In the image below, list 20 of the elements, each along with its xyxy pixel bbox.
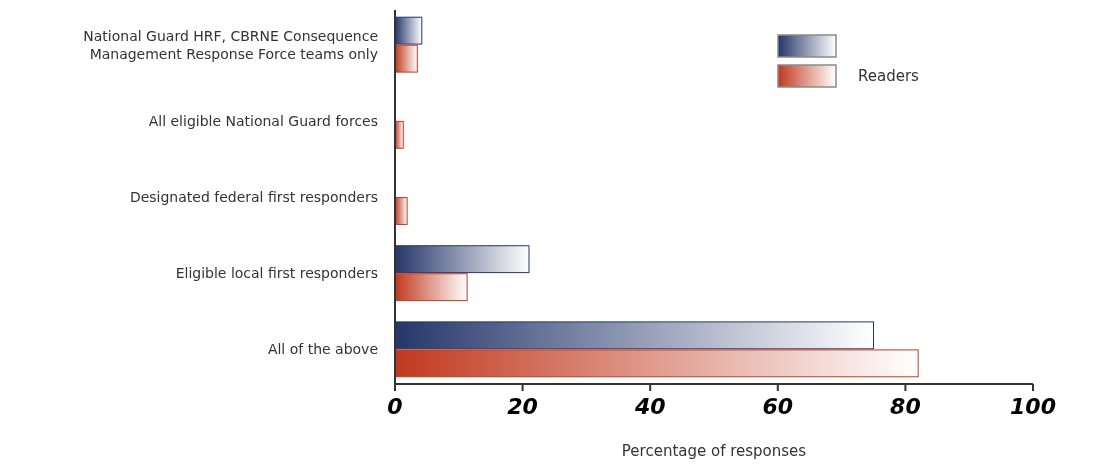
y-tick-label: All of the above [267,341,378,358]
bar [394,197,408,225]
y-tick-label: All eligible National Guard forces [148,112,378,129]
bar [394,245,530,274]
x-tick-label: 80 [890,394,921,419]
x-tick-label: 60 [762,394,794,419]
x-tick-label: 0 [387,394,403,419]
x-tick-label: 100 [1010,394,1056,419]
y-tick-label: Eligible local first responders [175,265,378,282]
bar [394,44,418,73]
bar [394,16,423,45]
bar [394,273,468,302]
y-tick-label: National Guard HRF, CBRNE Consequence Management Response Force teams only [83,27,378,62]
bar [394,349,919,378]
x-axis-title: Percentage of responses [621,442,807,460]
legend-label: Readers [858,67,920,85]
x-tick-label: 20 [507,394,538,419]
bar [394,321,874,350]
y-tick-label: Designated federal first responders [129,189,378,205]
x-tick-label: 40 [633,394,666,419]
